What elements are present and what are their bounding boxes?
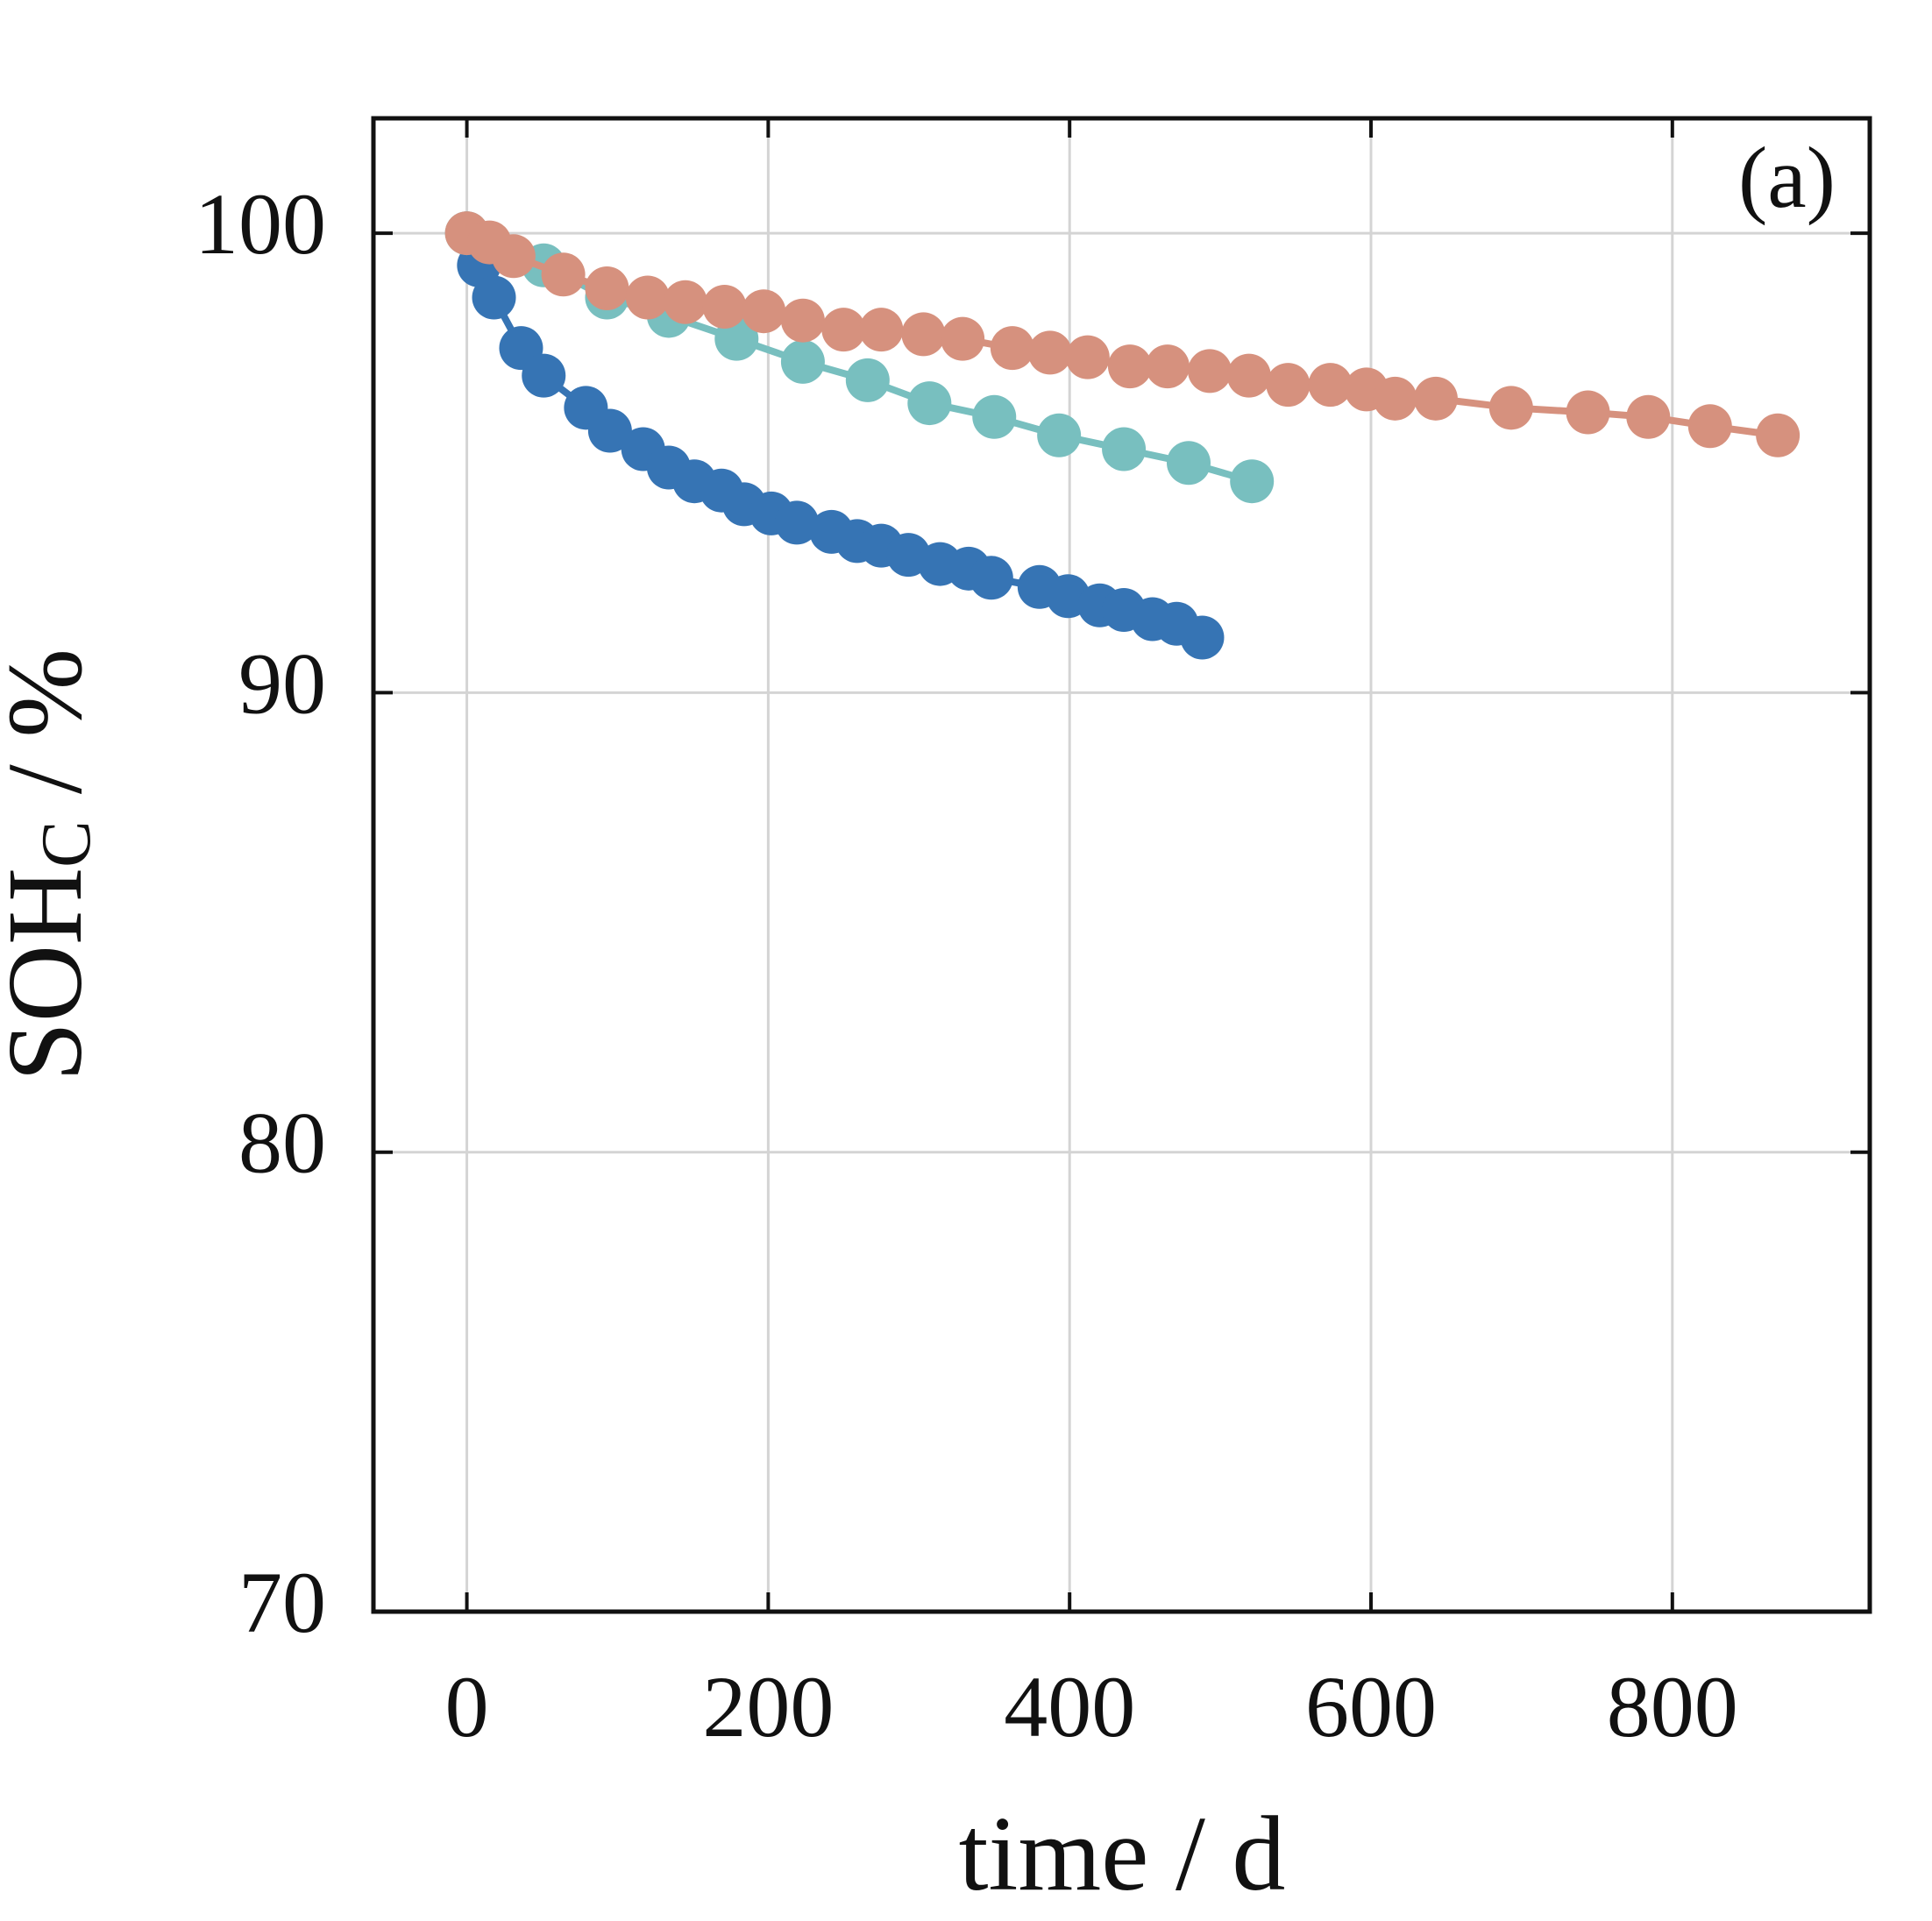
data-point bbox=[625, 275, 670, 320]
data-point bbox=[1488, 386, 1533, 430]
data-point bbox=[845, 358, 890, 402]
data-point bbox=[491, 234, 536, 279]
panel-label: (a) bbox=[1738, 129, 1836, 226]
data-point bbox=[780, 339, 825, 384]
data-point bbox=[1566, 390, 1610, 435]
y-tick-label: 90 bbox=[238, 634, 326, 732]
data-point bbox=[1027, 330, 1072, 375]
data-point bbox=[742, 289, 786, 334]
y-tick-label: 70 bbox=[238, 1554, 326, 1651]
data-point bbox=[1626, 394, 1671, 439]
x-tick-label: 600 bbox=[1305, 1658, 1437, 1755]
y-axis-label-sub: C bbox=[28, 821, 105, 868]
data-point bbox=[522, 353, 566, 398]
data-point bbox=[1102, 427, 1147, 471]
data-point bbox=[1230, 459, 1275, 504]
data-point bbox=[821, 308, 866, 352]
x-tick-label: 200 bbox=[702, 1658, 834, 1755]
data-point bbox=[1180, 615, 1225, 660]
data-point bbox=[702, 284, 747, 329]
data-point bbox=[907, 381, 952, 426]
x-tick-label: 800 bbox=[1607, 1658, 1738, 1755]
data-point bbox=[1188, 349, 1232, 393]
data-point bbox=[780, 298, 825, 343]
data-point bbox=[972, 394, 1017, 439]
x-tick-label: 400 bbox=[1004, 1658, 1135, 1755]
data-point bbox=[663, 280, 707, 324]
data-point bbox=[1166, 441, 1211, 486]
y-tick-label: 80 bbox=[238, 1095, 326, 1192]
y-tick-label: 100 bbox=[195, 175, 326, 273]
plot-frame bbox=[371, 116, 1872, 1614]
data-point bbox=[1373, 376, 1417, 421]
data-point bbox=[969, 556, 1013, 600]
y-axis-label-unit: / % bbox=[0, 649, 104, 821]
data-point bbox=[587, 408, 632, 453]
data-point bbox=[472, 275, 516, 320]
y-axis-label: SOHC / % bbox=[0, 649, 105, 1081]
data-point bbox=[901, 312, 946, 357]
data-point bbox=[1226, 353, 1271, 398]
data-point bbox=[1266, 363, 1310, 408]
data-point bbox=[990, 326, 1034, 371]
data-point bbox=[1308, 363, 1353, 408]
data-point bbox=[1107, 344, 1152, 389]
x-axis-label: time / d bbox=[959, 1795, 1286, 1913]
data-point bbox=[1065, 335, 1110, 379]
data-point bbox=[1756, 413, 1801, 457]
data-point bbox=[775, 500, 820, 545]
data-point bbox=[1687, 404, 1732, 449]
data-point bbox=[859, 308, 904, 352]
data-point bbox=[941, 316, 985, 361]
x-tick-label: 0 bbox=[445, 1658, 489, 1755]
data-point bbox=[1413, 376, 1458, 421]
data-point bbox=[1037, 413, 1082, 457]
data-point bbox=[541, 252, 586, 297]
y-axis-label-main: SOH bbox=[0, 868, 104, 1081]
data-point bbox=[1145, 344, 1190, 389]
data-point bbox=[585, 266, 629, 310]
